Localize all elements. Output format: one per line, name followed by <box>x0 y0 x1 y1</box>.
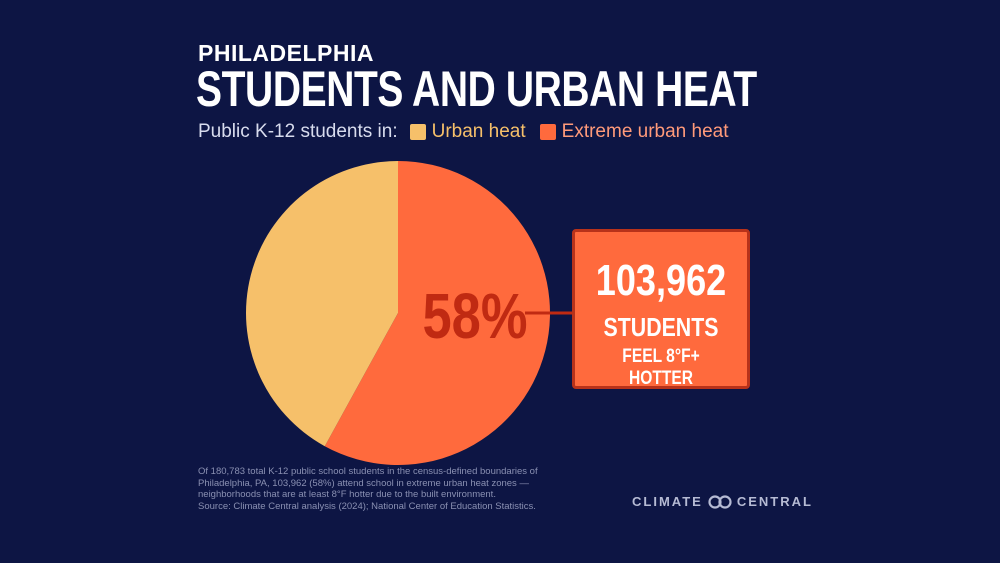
callout-box: 103,962 STUDENTS FEEL 8°F+ HOTTER <box>572 229 750 389</box>
pie-slice-extreme-urban-heat <box>324 161 550 465</box>
pie-label-58-percent: 58% <box>422 281 527 352</box>
callout-students: STUDENTS <box>603 312 719 342</box>
legend-text-urban-heat: Urban heat <box>431 121 526 142</box>
legend-label: Public K-12 students in: <box>198 121 398 142</box>
footnote: Of 180,783 total K-12 public school stud… <box>198 466 578 512</box>
legend-swatch-extreme-urban-heat <box>539 124 556 140</box>
legend-item-extreme-urban-heat: Extreme urban heat <box>539 121 729 143</box>
callout-number: 103,962 <box>595 256 727 305</box>
legend-text-extreme-urban-heat: Extreme urban heat <box>561 121 729 142</box>
footnote-source: Source: Climate Central analysis (2024);… <box>198 500 536 512</box>
legend: Public K-12 students in: Urban heat Extr… <box>198 120 743 144</box>
brand-right: CENTRAL <box>736 494 813 509</box>
climate-central-logo-icon <box>708 494 732 509</box>
climate-central-logo: CLIMATE CENTRAL <box>632 494 813 509</box>
footnote-text: Of 180,783 total K-12 public school stud… <box>198 466 538 500</box>
brand-left: CLIMATE <box>632 494 703 509</box>
legend-swatch-urban-heat <box>409 124 426 140</box>
pie-slice-urban-heat <box>246 161 398 447</box>
legend-item-urban-heat: Urban heat <box>409 121 526 143</box>
callout-hotter: FEEL 8°F+ HOTTER <box>622 346 700 389</box>
chart-title: STUDENTS AND URBAN HEAT <box>196 61 757 117</box>
city-label: PHILADELPHIA <box>198 40 374 66</box>
